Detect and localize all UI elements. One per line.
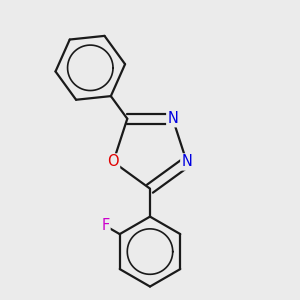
- Text: F: F: [101, 218, 110, 233]
- Text: O: O: [107, 154, 119, 169]
- Text: N: N: [167, 111, 178, 126]
- Text: N: N: [181, 154, 192, 169]
